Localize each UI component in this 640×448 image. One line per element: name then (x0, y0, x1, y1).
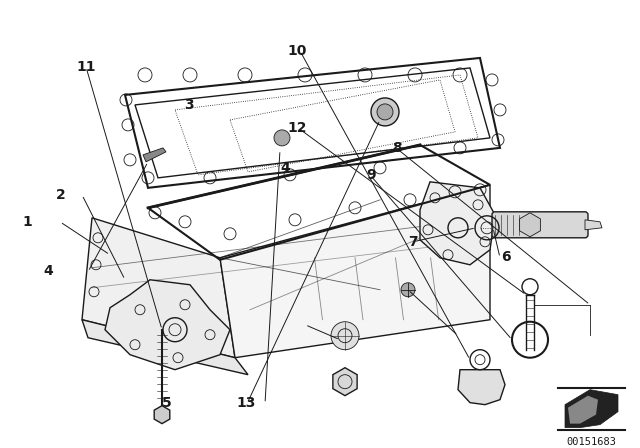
Polygon shape (154, 405, 170, 424)
Polygon shape (458, 370, 505, 405)
FancyBboxPatch shape (492, 212, 588, 238)
Text: 5: 5 (161, 396, 172, 410)
Polygon shape (220, 185, 490, 358)
Text: 8: 8 (392, 141, 402, 155)
Text: 4: 4 (280, 161, 290, 175)
Polygon shape (420, 182, 495, 265)
Text: 9: 9 (366, 168, 376, 181)
Polygon shape (105, 280, 230, 370)
Text: 12: 12 (288, 121, 307, 134)
Polygon shape (585, 220, 602, 230)
Circle shape (371, 98, 399, 126)
Text: 1: 1 (22, 215, 32, 228)
Circle shape (401, 283, 415, 297)
Text: 10: 10 (288, 44, 307, 59)
Circle shape (331, 322, 359, 350)
Polygon shape (82, 320, 248, 375)
Text: 6: 6 (500, 250, 511, 264)
Polygon shape (520, 213, 540, 237)
Text: 7: 7 (408, 235, 418, 249)
Circle shape (274, 130, 290, 146)
Text: 2: 2 (56, 188, 66, 202)
Polygon shape (565, 390, 618, 428)
Polygon shape (333, 368, 357, 396)
Polygon shape (143, 148, 166, 162)
Text: 4: 4 (43, 264, 53, 278)
Polygon shape (82, 218, 235, 358)
Text: 11: 11 (77, 60, 96, 74)
Circle shape (377, 104, 393, 120)
Text: 13: 13 (237, 396, 256, 410)
Text: 3: 3 (184, 98, 194, 112)
Text: 00151683: 00151683 (566, 437, 616, 447)
Polygon shape (568, 396, 598, 424)
